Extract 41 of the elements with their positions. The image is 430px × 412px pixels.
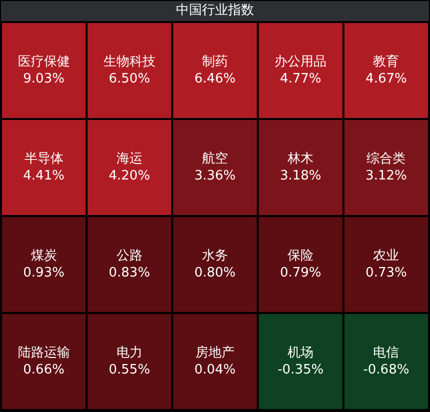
data-label: 0.55% (108, 362, 150, 378)
category-label: 农业 (373, 248, 400, 264)
category-label: 半导体 (24, 151, 64, 166)
data-label: 0.80% (194, 265, 236, 280)
category-label: 陆路运输 (18, 345, 70, 360)
category-label: 教育 (373, 53, 400, 70)
data-label: 9.03% (23, 71, 64, 86)
data-label: 3.12% (366, 168, 407, 184)
data-label: 0.66% (23, 362, 64, 378)
data-label: 0.83% (108, 265, 150, 280)
category-label: 电信 (373, 345, 400, 360)
category-label: 办公用品 (274, 54, 327, 70)
category-label: 生物科技 (103, 54, 156, 70)
data-label: 4.20% (108, 168, 150, 184)
data-label: 4.77% (280, 71, 322, 86)
category-label: 煤炭 (30, 248, 57, 264)
data-label: 0.93% (23, 265, 64, 280)
data-label: 3.18% (280, 168, 322, 184)
data-label: -0.35% (278, 362, 324, 378)
category-label: 水务 (202, 248, 228, 264)
category-label: 海运 (116, 151, 142, 166)
category-label: 保险 (288, 248, 314, 264)
data-label: 4.41% (23, 168, 64, 184)
category-label: 公路 (116, 248, 142, 264)
data-label: 6.46% (194, 71, 236, 86)
category-label: 林木 (286, 151, 314, 166)
data-label: -0.68% (363, 362, 410, 378)
text: 中国行业指数 (1, 1, 429, 21)
category-label: 制药 (202, 54, 228, 70)
category-label: 电力 (116, 345, 142, 360)
category-label: 航空 (202, 151, 228, 166)
category-label: 医疗保健 (18, 54, 70, 70)
category-label: 房地产 (196, 344, 234, 360)
data-label: 6.50% (108, 71, 150, 86)
data-label: 0.04% (194, 362, 236, 378)
data-label: 0.79% (280, 265, 322, 280)
data-label: 0.73% (366, 265, 407, 280)
data-label: 4.67% (366, 71, 407, 86)
data-label: 3.36% (194, 168, 236, 184)
category-label: 机场 (288, 345, 314, 360)
category-label: 综合类 (366, 151, 406, 166)
